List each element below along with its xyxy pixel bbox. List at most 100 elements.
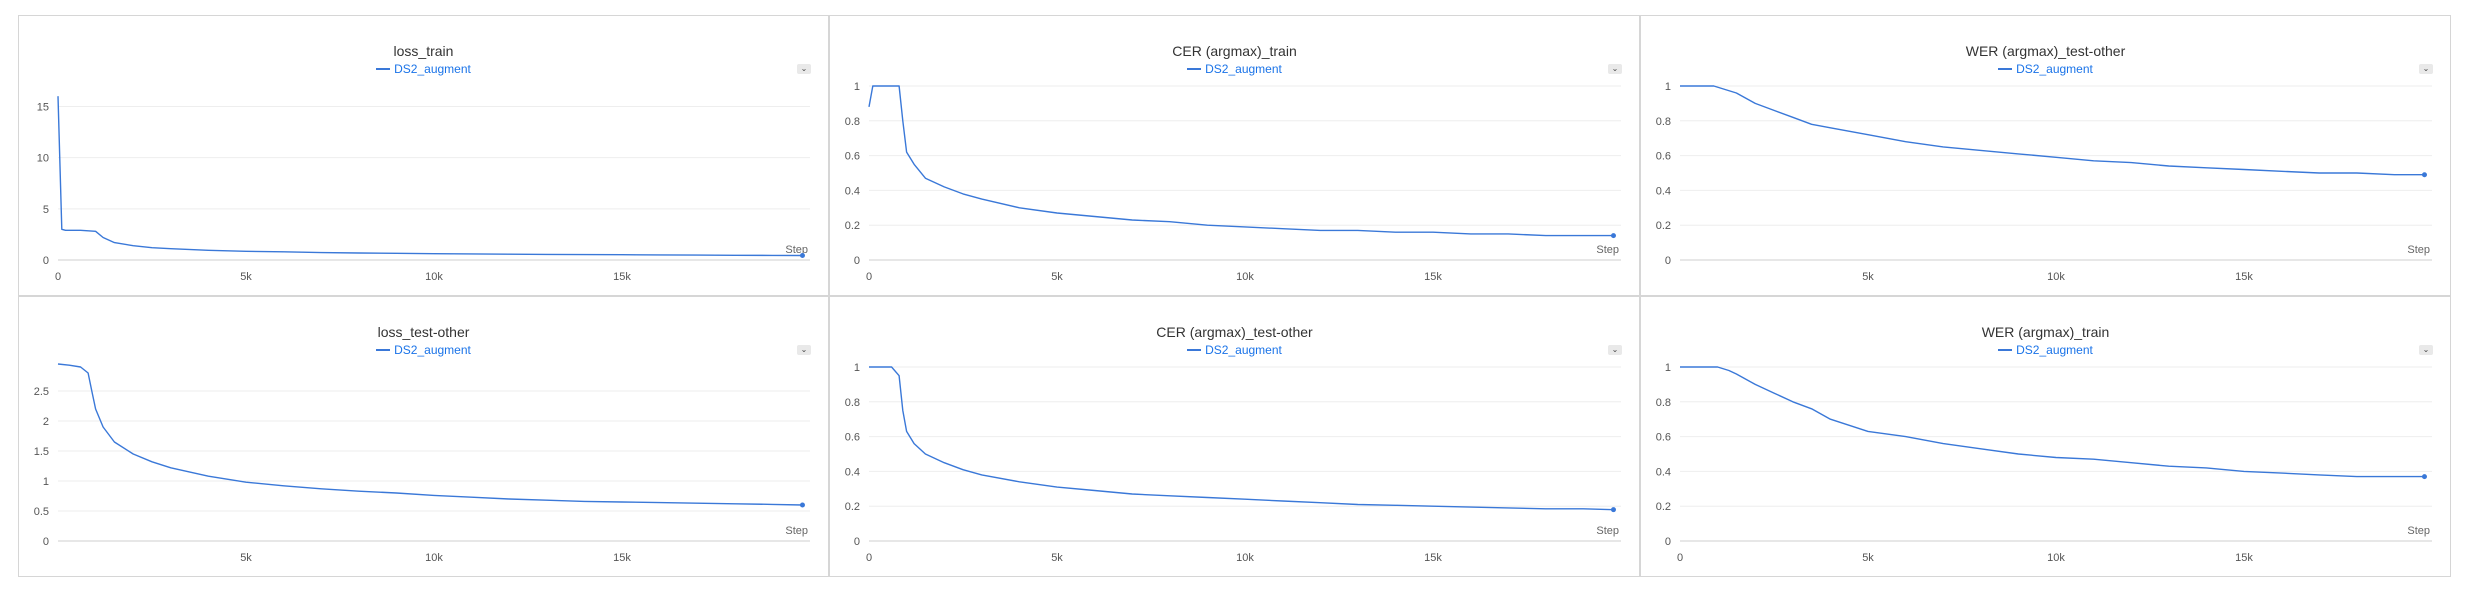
y-tick-label: 0 [1665, 536, 1671, 548]
chart-plot[interactable]: 0 0.2 0.4 0.6 0.8 1 0 5k 10k 15k Step [830, 297, 1641, 578]
legend-label: DS2_augment [2016, 343, 2093, 357]
x-axis-label: Step [1596, 525, 1619, 537]
chart-title: CER (argmax)_test-other [1156, 324, 1313, 340]
x-tick-label: 5k [240, 271, 252, 283]
y-tick-label: 0.2 [1656, 220, 1671, 232]
chart-title: loss_test-other [377, 324, 470, 340]
expand-chevron-icon[interactable]: ⌄ [797, 345, 811, 355]
chart-panel-cer-train: CER (argmax)_train DS2_augment ⌄ 0 0.2 0.4… [829, 15, 1640, 296]
y-tick-label: 0.5 [34, 506, 49, 518]
y-tick-label: 0.8 [1656, 397, 1671, 409]
chart-panel-loss-test-other: loss_test-other DS2_augment ⌄ 0 0.5 1 1.5 2 2… [18, 296, 829, 577]
chart-title: loss_train [393, 43, 454, 59]
legend-swatch [1998, 67, 2013, 70]
series-end-point [1610, 233, 1616, 239]
y-tick-label: 1 [1665, 362, 1671, 374]
y-tick-label: 0 [43, 255, 49, 267]
y-tick-label: 0.6 [845, 151, 860, 163]
y-tick-label: 0.2 [845, 501, 860, 513]
y-tick-label: 0.8 [845, 116, 860, 128]
series-end-point [2421, 474, 2427, 480]
series-end-point [799, 502, 805, 508]
y-tick-label: 0.4 [1656, 466, 1671, 478]
legend-label: DS2_augment [1205, 343, 1282, 357]
chart-legend[interactable]: DS2_augment [830, 343, 1639, 357]
x-tick-label: 0 [55, 271, 61, 283]
series-line [57, 96, 803, 257]
series-end-point [2421, 172, 2427, 178]
chart-plot[interactable]: 0 0.2 0.4 0.6 0.8 1 0 5k 10k 15k Step [830, 16, 1641, 297]
chart-title: WER (argmax)_train [1981, 324, 2110, 340]
legend-swatch [1998, 348, 2013, 351]
series-line [868, 85, 1614, 237]
series-line [57, 363, 803, 506]
x-axis-label: Step [2407, 525, 2430, 537]
x-tick-label: 10k [1236, 271, 1254, 283]
chart-panel-wer-test-other: WER (argmax)_test-other DS2_augment ⌄ 0 0… [1640, 15, 2451, 296]
y-tick-label: 1.5 [34, 446, 49, 458]
expand-chevron-icon[interactable]: ⌄ [1608, 64, 1622, 74]
chart-legend[interactable]: DS2_augment [1641, 62, 2450, 76]
x-tick-label: 15k [613, 271, 631, 283]
y-tick-label: 0 [854, 536, 860, 548]
y-tick-label: 1 [854, 81, 860, 93]
x-tick-label: 10k [1236, 552, 1254, 564]
y-tick-label: 0.6 [1656, 151, 1671, 163]
legend-label: DS2_augment [394, 62, 471, 76]
expand-chevron-icon[interactable]: ⌄ [2419, 64, 2433, 74]
x-tick-label: 15k [1424, 271, 1442, 283]
y-tick-label: 0.4 [1656, 185, 1671, 197]
chart-plot[interactable]: 0 5 10 15 0 5k 10k 15k Step [19, 16, 830, 297]
legend-label: DS2_augment [2016, 62, 2093, 76]
chart-panel-cer-test-other: CER (argmax)_test-other DS2_augment ⌄ 0 0… [829, 296, 1640, 577]
series-line [1680, 366, 2425, 478]
y-tick-label: 0.8 [1656, 116, 1671, 128]
chart-legend[interactable]: DS2_augment [1641, 343, 2450, 357]
x-tick-label: 15k [1424, 552, 1442, 564]
x-axis-label: Step [1596, 244, 1619, 256]
y-tick-label: 0 [43, 536, 49, 548]
chart-legend[interactable]: DS2_augment [19, 62, 828, 76]
y-tick-label: 5 [43, 204, 49, 216]
y-tick-label: 0.4 [845, 466, 860, 478]
legend-swatch [1187, 67, 1202, 70]
x-tick-label: 15k [613, 552, 631, 564]
y-tick-label: 2 [43, 416, 49, 428]
legend-swatch [1187, 348, 1202, 351]
y-tick-label: 15 [37, 101, 49, 113]
y-tick-label: 0.6 [845, 432, 860, 444]
x-tick-label: 0 [1677, 552, 1683, 564]
series-line [1680, 85, 2425, 176]
series-line [869, 366, 1614, 511]
x-axis-label: Step [785, 244, 808, 256]
expand-chevron-icon[interactable]: ⌄ [2419, 345, 2433, 355]
x-tick-label: 5k [1862, 271, 1874, 283]
y-tick-label: 0.2 [1656, 501, 1671, 513]
y-tick-label: 1 [854, 362, 860, 374]
y-tick-label: 10 [37, 153, 49, 165]
x-tick-label: 5k [1051, 271, 1063, 283]
y-tick-label: 0.4 [845, 185, 860, 197]
series-end-point [1610, 507, 1616, 513]
y-tick-label: 1 [43, 476, 49, 488]
x-tick-label: 10k [425, 552, 443, 564]
x-tick-label: 15k [2235, 552, 2253, 564]
chart-panel-wer-train: WER (argmax)_train DS2_augment ⌄ 0 0.2 0.4… [1640, 296, 2451, 577]
chart-legend[interactable]: DS2_augment [830, 62, 1639, 76]
x-tick-label: 0 [866, 271, 872, 283]
y-tick-label: 0.6 [1656, 432, 1671, 444]
expand-chevron-icon[interactable]: ⌄ [1608, 345, 1622, 355]
chart-title: CER (argmax)_train [1172, 43, 1297, 59]
chart-plot[interactable]: 0 0.2 0.4 0.6 0.8 1 0 5k 10k 15k Step [1641, 297, 2452, 578]
series-end-point [799, 252, 805, 258]
expand-chevron-icon[interactable]: ⌄ [797, 64, 811, 74]
x-axis-label: Step [785, 525, 808, 537]
chart-legend[interactable]: DS2_augment [19, 343, 828, 357]
x-axis-label: Step [2407, 244, 2430, 256]
legend-label: DS2_augment [394, 343, 471, 357]
chart-panel-loss-train: loss_train DS2_augment ⌄ 0 5 10 15 0 5k 10k 15k… [18, 15, 829, 296]
chart-plot[interactable]: 0 0.5 1 1.5 2 2.5 5k 10k 15k Step [19, 297, 830, 578]
x-tick-label: 5k [1862, 552, 1874, 564]
y-tick-label: 0.8 [845, 397, 860, 409]
